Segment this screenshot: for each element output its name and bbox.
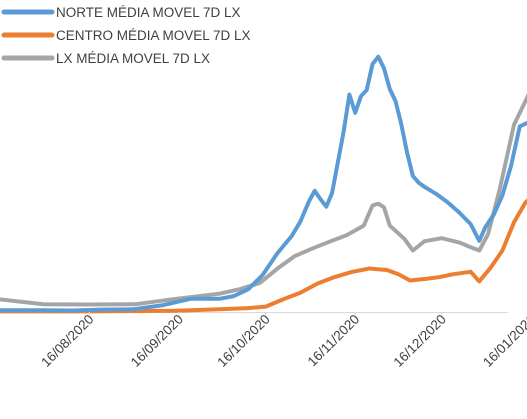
legend-label-norte: NORTE MÉDIA MOVEL 7D LX (56, 5, 241, 20)
x-tick-label: 16/12/2020 (391, 312, 449, 370)
x-tick-label: 16/08/2020 (38, 312, 96, 370)
x-axis-ticks: 16/08/2020 16/09/2020 16/10/2020 16/11/2020… (38, 312, 527, 370)
series-line-lx (0, 93, 527, 307)
series-line-norte (0, 54, 527, 313)
legend-label-centro: CENTRO MÉDIA MOVEL 7D LX (56, 28, 251, 43)
series-lines (0, 54, 527, 314)
legend: NORTE MÉDIA MOVEL 7D LX CENTRO MÉDIA MOV… (1, 5, 251, 66)
x-tick-label: 16/09/2020 (128, 312, 186, 370)
series-line-centro (0, 198, 527, 314)
x-tick-label: 16/01/2021 (480, 312, 527, 370)
x-tick-label: 16/10/2020 (214, 312, 272, 370)
legend-label-lx: LX MÉDIA MOVEL 7D LX (56, 51, 210, 66)
x-tick-label: 16/11/2020 (305, 312, 363, 370)
